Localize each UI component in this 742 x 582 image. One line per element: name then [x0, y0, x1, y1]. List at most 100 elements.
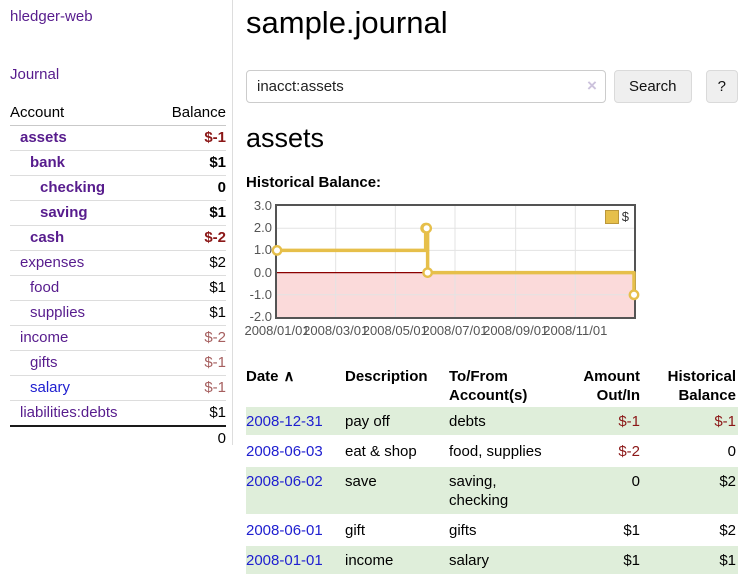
account-row: liabilities:debts $1 — [10, 400, 226, 426]
search-input[interactable] — [246, 70, 606, 103]
search-button[interactable]: Search — [613, 70, 692, 103]
txn-date-link: 2008-01-01 — [246, 545, 345, 576]
legend-label: $ — [621, 209, 629, 224]
txn-balance: $1 — [645, 545, 738, 576]
x-axis-label: 2008/09/01 — [483, 323, 549, 338]
legend-swatch-icon — [604, 209, 619, 224]
txn-date-link[interactable]: 2008-06-03 — [246, 443, 323, 460]
x-axis-label: 2008/01/01 — [244, 323, 310, 338]
txn-date-link[interactable]: 2008-06-02 — [246, 473, 323, 490]
account-balance: $1 — [153, 300, 226, 326]
account-link[interactable]: liabilities:debts — [20, 404, 118, 421]
account-balance: $1 — [153, 200, 226, 226]
journal-nav-link[interactable]: Journal — [10, 66, 60, 83]
sidebar: hledger-web Journal Account Balance asse… — [0, 0, 233, 451]
y-axis-label: 1.0 — [253, 242, 272, 258]
account-link[interactable]: expenses — [20, 254, 85, 271]
account-link[interactable]: salary — [30, 379, 71, 396]
x-axis-label: 2008/03/01 — [303, 323, 369, 338]
account-row: bank $1 — [10, 150, 226, 176]
page-title: sample.journal — [246, 5, 448, 40]
x-axis-label: 2008/11/01 — [543, 323, 608, 338]
txn-amount: $-2 — [571, 436, 645, 467]
search-bar: × Search ? — [246, 70, 738, 103]
txn-header-to-from[interactable]: To/From Account(s) — [449, 368, 528, 404]
transactions-header-row: Date ∧ Description To/From Account(s) Amo… — [246, 365, 738, 407]
account-row: income $-2 — [10, 325, 226, 351]
txn-description: income — [345, 545, 449, 576]
txn-balance: $2 — [645, 466, 738, 516]
chart-plot-area: $ — [271, 204, 640, 319]
account-link[interactable]: gifts — [30, 354, 58, 371]
account-link[interactable]: supplies — [30, 304, 86, 321]
chart-title: Historical Balance: — [246, 174, 382, 191]
accounts-header-balance: Balance — [153, 101, 226, 126]
txn-description: eat & shop — [345, 436, 449, 467]
txn-date-link: 2008-06-02 — [246, 466, 345, 516]
y-axis-label: 3.0 — [253, 198, 272, 213]
account-link[interactable]: food — [30, 279, 60, 296]
x-axis-label: 2008/07/01 — [422, 323, 488, 338]
account-row: salary $-1 — [10, 375, 226, 401]
account-link[interactable]: saving — [40, 204, 88, 221]
y-axis-label: 0.0 — [253, 264, 272, 280]
transactions-table: Date ∧ Description To/From Account(s) Amo… — [246, 365, 738, 576]
x-axis-label: 2008/05/01 — [362, 323, 428, 338]
txn-header-amount[interactable]: Amount Out/In — [583, 368, 640, 404]
txn-amount: $1 — [571, 515, 645, 546]
account-row: checking 0 — [10, 175, 226, 201]
account-row: assets $-1 — [10, 126, 226, 151]
account-link[interactable]: cash — [30, 229, 65, 246]
txn-accounts: debts — [449, 407, 571, 437]
txn-amount: $-1 — [571, 407, 645, 437]
txn-header-description[interactable]: Description — [345, 368, 428, 385]
txn-amount: 0 — [571, 466, 645, 516]
transaction-row: 2008-12-31 pay off debts $-1 $-1 — [246, 407, 738, 437]
account-link[interactable]: bank — [30, 154, 66, 171]
account-row: saving $1 — [10, 200, 226, 226]
account-balance: $-2 — [153, 225, 226, 251]
txn-date-link: 2008-06-01 — [246, 515, 345, 546]
sort-ascending-icon: ∧ — [283, 368, 295, 385]
account-heading: assets — [246, 123, 325, 153]
txn-header-balance[interactable]: Historical Balance — [667, 368, 736, 404]
txn-amount: $1 — [571, 545, 645, 576]
transaction-row: 2008-06-02 save saving, checking 0 $2 — [246, 466, 738, 516]
txn-accounts: gifts — [449, 515, 571, 546]
accounts-header-row: Account Balance — [10, 101, 226, 126]
account-row: gifts $-1 — [10, 350, 226, 376]
account-link[interactable]: assets — [20, 129, 67, 146]
chart-canvas — [271, 206, 640, 317]
txn-date-link[interactable]: 2008-06-01 — [246, 522, 323, 539]
txn-accounts: saving, checking — [449, 466, 571, 516]
account-balance: $-1 — [153, 350, 226, 376]
account-balance: $-1 — [204, 129, 226, 146]
txn-date-link[interactable]: 2008-12-31 — [246, 413, 323, 430]
account-link[interactable]: checking — [40, 179, 106, 196]
search-box: × — [246, 70, 606, 103]
account-balance: 0 — [153, 175, 226, 201]
account-row: supplies $1 — [10, 300, 226, 326]
historical-balance-chart: 3.0 2.0 1.0 0.0 -1.0 -2.0 $ 2008/01/01 2008/03… — [244, 198, 738, 343]
help-button[interactable]: ? — [705, 70, 738, 103]
brand-link[interactable]: hledger-web — [10, 8, 93, 25]
account-balance: $2 — [153, 250, 226, 276]
txn-date-link[interactable]: 2008-01-01 — [246, 552, 323, 569]
txn-description: gift — [345, 515, 449, 546]
accounts-total-spacer — [10, 425, 154, 451]
chart-legend: $ — [604, 209, 629, 224]
txn-balance: $-1 — [645, 407, 738, 437]
accounts-total-row: 0 — [10, 425, 226, 451]
account-balance: $1 — [153, 275, 226, 301]
transaction-row: 2008-06-03 eat & shop food, supplies $-2 0 — [246, 436, 738, 467]
txn-header-date[interactable]: Date ∧ — [246, 368, 295, 385]
accounts-total-value: 0 — [153, 425, 226, 451]
account-link[interactable]: income — [20, 329, 69, 346]
txn-date-link: 2008-06-03 — [246, 436, 345, 467]
clear-search-icon[interactable]: × — [587, 76, 597, 95]
account-row: expenses $2 — [10, 250, 226, 276]
txn-description: pay off — [345, 407, 449, 437]
txn-balance: 0 — [645, 436, 738, 467]
y-axis-label: -1.0 — [249, 286, 272, 302]
txn-description: save — [345, 466, 449, 516]
